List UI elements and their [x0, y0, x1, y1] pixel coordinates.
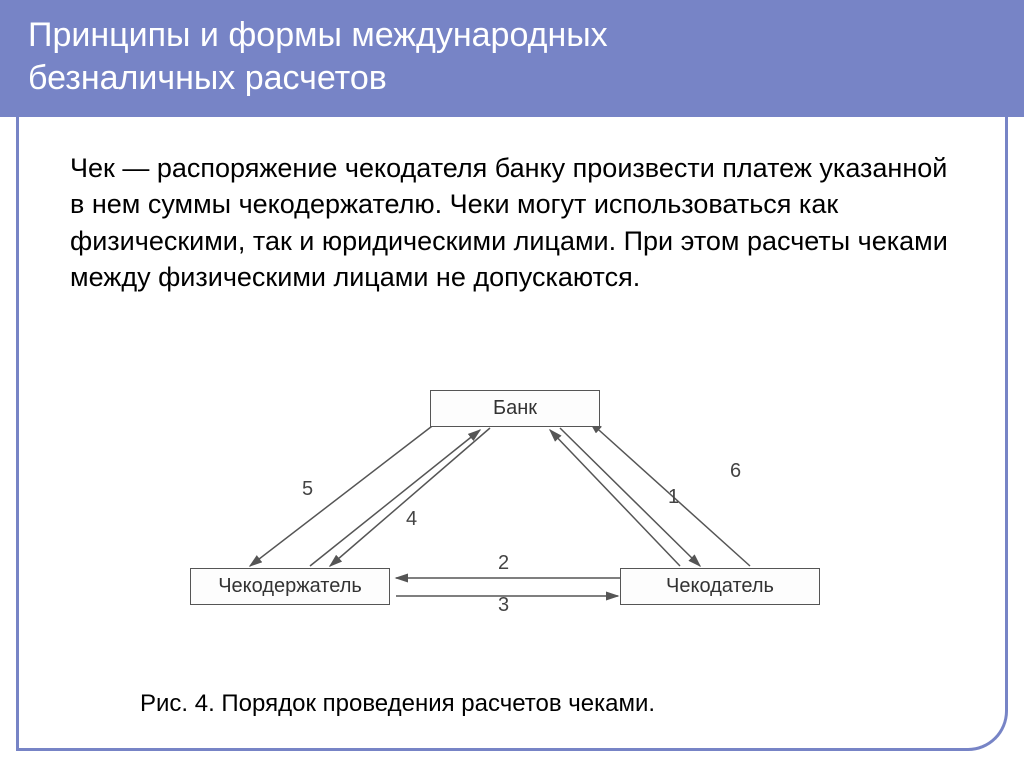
- edge-label-4: 4: [406, 508, 417, 531]
- node-bank: Банк: [430, 390, 600, 427]
- cheque-flow-diagram: Банк Чекодержатель Чекодатель 5 4 1 6 2 …: [190, 390, 830, 660]
- body-paragraph: Чек — распоряжение чекодателя банку прои…: [70, 150, 964, 296]
- edge-label-6: 6: [730, 460, 741, 483]
- title-line-1: Принципы и формы международных: [28, 16, 608, 54]
- node-holder: Чекодержатель: [190, 568, 390, 605]
- figure-caption: Рис. 4. Порядок проведения расчетов чека…: [140, 690, 655, 718]
- title-line-2: безналичных расчетов: [28, 59, 387, 97]
- edge-label-2: 2: [498, 552, 509, 575]
- node-drawer: Чекодатель: [620, 568, 820, 605]
- edge-label-1: 1: [668, 486, 679, 509]
- slide-header: Принципы и формы международных безналичн…: [0, 0, 1024, 117]
- diagram-arrows: [190, 390, 830, 660]
- edge-label-5: 5: [302, 478, 313, 501]
- edge-label-3: 3: [498, 594, 509, 617]
